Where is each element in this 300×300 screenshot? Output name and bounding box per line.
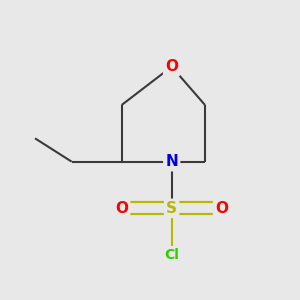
Text: S: S <box>166 201 177 216</box>
Text: Cl: Cl <box>164 248 179 262</box>
Text: N: N <box>165 154 178 169</box>
Text: O: O <box>115 201 128 216</box>
Text: O: O <box>215 201 228 216</box>
Text: O: O <box>165 59 178 74</box>
